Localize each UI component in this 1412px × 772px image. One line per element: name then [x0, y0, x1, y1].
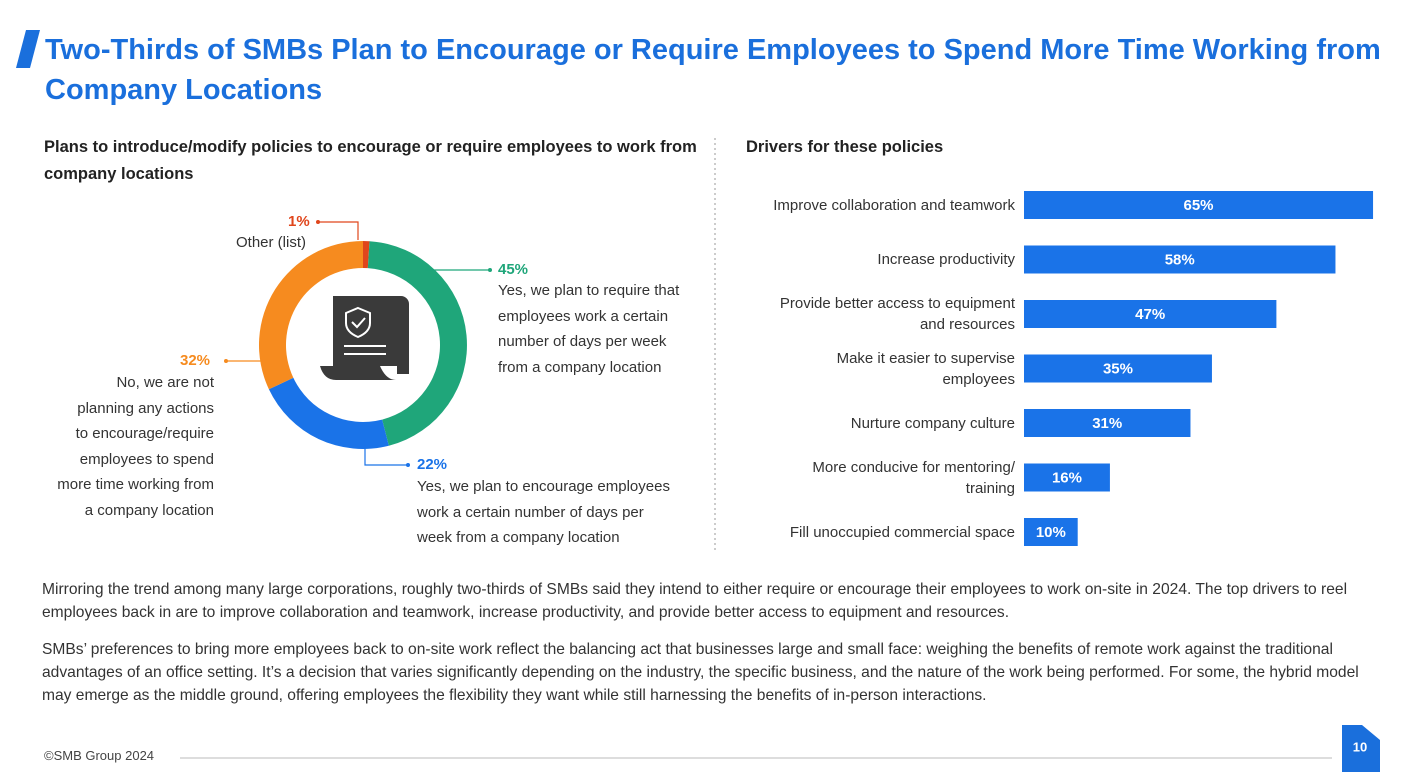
doc-icon [320, 296, 409, 380]
chart-title: Plans to introduce/modify policies to en… [44, 138, 697, 183]
bar [1024, 300, 1277, 328]
title-accent [22, 30, 40, 68]
pie-label: Other (list) [236, 234, 307, 251]
page-title: Two-Thirds of SMBs Plan to Encourage or … [45, 34, 1381, 106]
pie-value-label: 45% [498, 261, 529, 278]
bar [1024, 354, 1212, 383]
donut-slice [363, 241, 370, 269]
pie-value-label: 22% [417, 456, 448, 473]
bar-category-label: Nurture company culture [850, 414, 1015, 432]
bar [1024, 191, 1374, 219]
bar-value-label: 31% [1092, 415, 1122, 432]
leader-lines [224, 220, 492, 467]
bar-chart: 65% 58% 47% 35% 31% 16% 10% [1024, 191, 1374, 546]
bar-value-label: 16% [1052, 469, 1082, 486]
bar-value-label: 47% [1135, 306, 1165, 323]
pie-value-label: 1% [288, 213, 310, 230]
bar-category-label: More conducive for mentoring/ training [812, 458, 1015, 497]
footer: ©SMB Group 2024 [44, 748, 155, 763]
bar [1024, 463, 1110, 492]
paragraph: Mirroring the trend among many large cor… [42, 581, 1348, 621]
bar-value-label: 10% [1036, 524, 1066, 541]
donut-slice [259, 241, 363, 390]
bar-category-label: Increase productivity [877, 251, 1015, 268]
bar-category-label: Improve collaboration and teamwork [773, 196, 1015, 214]
bar [1024, 409, 1191, 437]
bar-category-label: Make it easier to supervise employees [836, 349, 1015, 388]
bar-category-label: Provide better access to equipment and r… [779, 295, 1015, 333]
page-tab [1342, 725, 1380, 772]
bar-category-label: Fill unoccupied commercial space [789, 523, 1015, 541]
pie-value-label: 32% [180, 352, 211, 369]
bar-value-label: 65% [1184, 197, 1214, 214]
bar [1024, 245, 1336, 274]
donut-slice [268, 377, 389, 449]
paragraph: SMBs’ preferences to bring more employee… [42, 641, 1359, 704]
pie-label: Yes, we plan to encourage employees work… [417, 478, 670, 546]
chart-title: Drivers for these policies [746, 138, 944, 156]
bar [1024, 518, 1078, 546]
page-number: 10 [1353, 739, 1367, 754]
donut [259, 241, 467, 449]
pie-label: Yes, we plan to require that employees w… [498, 282, 680, 376]
bar-value-label: 35% [1103, 360, 1133, 377]
bar-value-label: 58% [1165, 251, 1195, 268]
donut-slice [367, 241, 467, 446]
pie-label: No, we are not planning any actions to e… [57, 374, 214, 519]
